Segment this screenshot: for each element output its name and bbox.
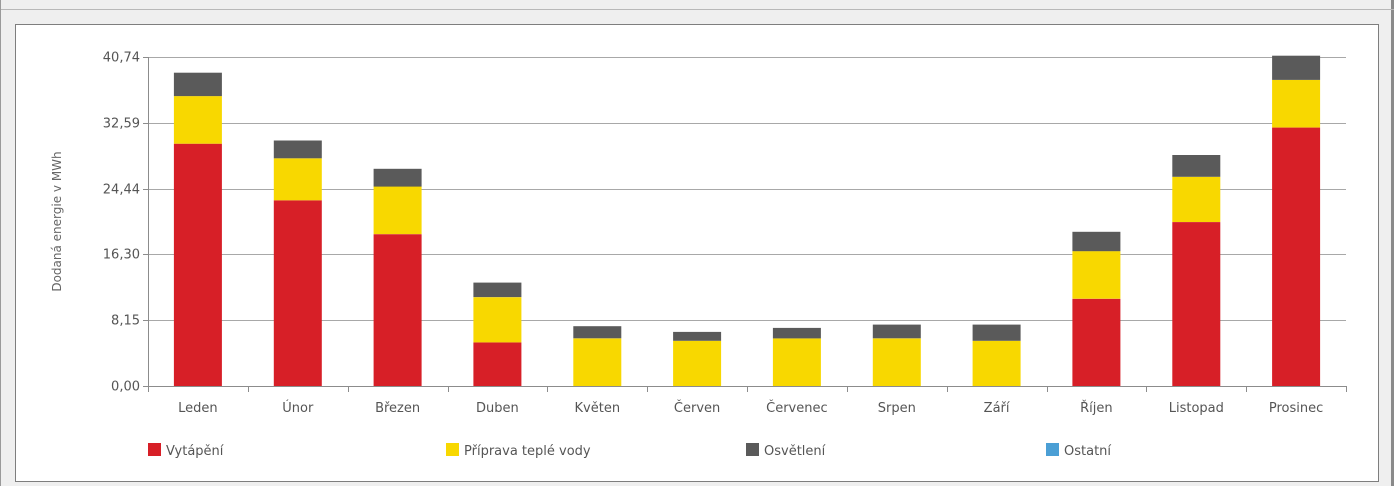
- y-tick-label: 40,74: [103, 51, 140, 66]
- bar-segment: [872, 324, 921, 339]
- y-tick-label: 8,15: [111, 314, 140, 329]
- bar-segment: [1172, 222, 1221, 386]
- y-tick-label: 16,30: [103, 248, 140, 263]
- x-tick-label: Únor: [282, 400, 314, 416]
- bar-segment: [473, 342, 522, 386]
- legend-swatch: [446, 443, 459, 456]
- bar-segment: [273, 140, 322, 159]
- bar-segment: [1072, 251, 1121, 299]
- bar-segment: [473, 297, 522, 343]
- x-tick-label: Duben: [476, 401, 519, 416]
- legend-item: Vytápění: [148, 443, 224, 459]
- axis-layer: 0,00 8,15 16,30 24,44 32,59 40,74 Leden Únor Bře…: [103, 51, 1347, 416]
- x-tick-label: Květen: [575, 401, 621, 416]
- bar-segment: [1072, 231, 1121, 252]
- legend: Vytápění Příprava teplé vody Osvětlení Osta…: [148, 443, 1111, 459]
- y-tick-label: 0,00: [111, 380, 140, 395]
- x-tick-label: Březen: [375, 401, 420, 416]
- x-tick-label: Srpen: [878, 401, 916, 416]
- bar-segment: [1072, 298, 1121, 386]
- bar-segment: [673, 331, 722, 341]
- bar-segment: [573, 338, 622, 386]
- bar-segment: [772, 327, 821, 339]
- bar-segment: [1272, 127, 1321, 386]
- top-divider: [1, 9, 1394, 10]
- bar-segment: [1172, 176, 1221, 222]
- bars-layer: [173, 55, 1321, 386]
- bar-segment: [173, 72, 222, 97]
- bar-segment: [173, 96, 222, 144]
- x-tick-label: Listopad: [1169, 401, 1224, 416]
- y-tick-label: 32,59: [103, 117, 140, 132]
- legend-item: Ostatní: [1046, 443, 1111, 459]
- legend-swatch: [148, 443, 161, 456]
- bar-segment: [1172, 155, 1221, 177]
- y-tick-label: 24,44: [103, 183, 140, 198]
- bar-segment: [872, 338, 921, 386]
- legend-label: Osvětlení: [764, 444, 826, 459]
- legend-label: Vytápění: [166, 444, 224, 459]
- legend-item: Osvětlení: [746, 443, 826, 459]
- legend-item: Příprava teplé vody: [446, 443, 591, 459]
- bar-segment: [373, 168, 422, 187]
- bar-segment: [273, 158, 322, 201]
- x-tick-label: Prosinec: [1269, 401, 1323, 416]
- bar-segment: [1272, 55, 1321, 80]
- bar-segment: [373, 234, 422, 386]
- x-tick-label: Říjen: [1080, 400, 1113, 416]
- x-tick-label: Září: [984, 401, 1010, 416]
- grid-layer: [148, 57, 1346, 321]
- bar-segment: [473, 282, 522, 298]
- bar-segment: [972, 340, 1021, 386]
- chart-panel: 0,00 8,15 16,30 24,44 32,59 40,74 Leden Únor Bře…: [15, 24, 1379, 482]
- bar-segment: [1272, 79, 1321, 128]
- bar-segment: [673, 340, 722, 386]
- x-tick-label: Leden: [178, 401, 218, 416]
- bar-segment: [173, 143, 222, 386]
- bar-segment: [573, 326, 622, 339]
- legend-label: Příprava teplé vody: [464, 444, 591, 459]
- x-tick-label: Červenec: [766, 400, 828, 416]
- legend-swatch: [746, 443, 759, 456]
- energy-chart: 0,00 8,15 16,30 24,44 32,59 40,74 Leden Únor Bře…: [50, 51, 1347, 459]
- y-axis-title: Dodaná energie v MWh: [50, 151, 64, 291]
- legend-swatch: [1046, 443, 1059, 456]
- bar-segment: [373, 186, 422, 235]
- x-tick-label: Červen: [674, 400, 720, 416]
- legend-label: Ostatní: [1064, 444, 1111, 459]
- bar-segment: [273, 200, 322, 386]
- bar-segment: [772, 338, 821, 386]
- bar-segment: [972, 324, 1021, 341]
